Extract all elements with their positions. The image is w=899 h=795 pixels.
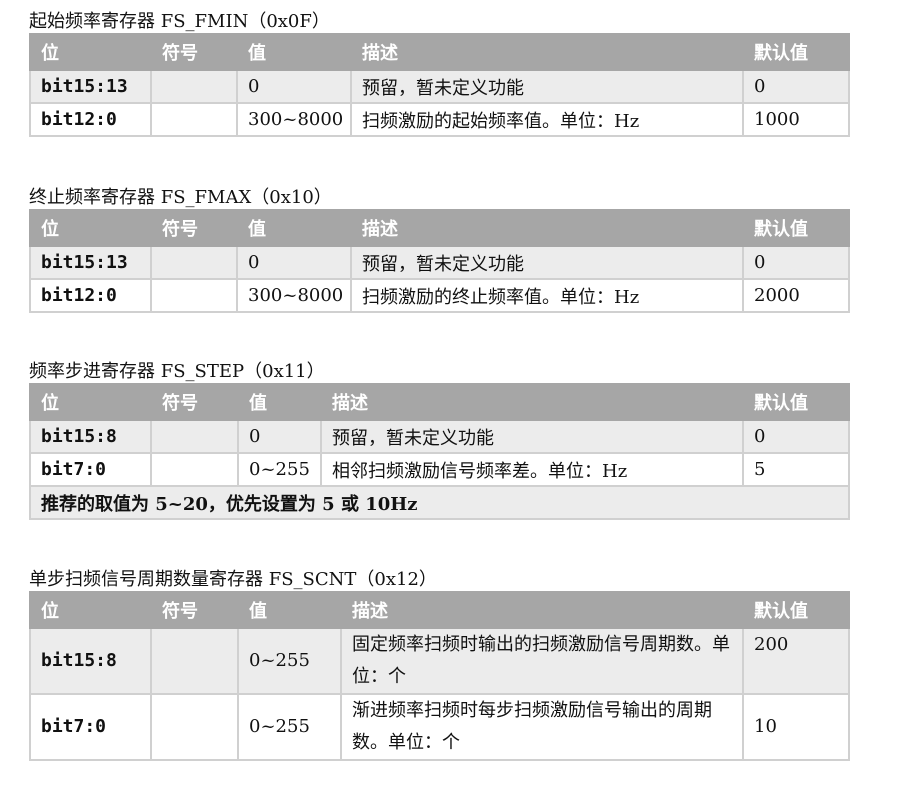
header-symbol: 符号	[150, 591, 239, 629]
cell-value: 0~255	[237, 627, 342, 695]
cell-default: 200	[742, 627, 850, 695]
cell-symbol	[150, 278, 238, 313]
section-fs-scnt: 单步扫频信号周期数量寄存器 FS_SCNT（0x12） 位符号值描述 默认值 bi…	[29, 569, 850, 761]
cell-desc: 扫频激励的终止频率值。单位：Hz	[350, 278, 744, 313]
cell-desc: 扫频激励的起始频率值。单位：Hz	[350, 102, 744, 137]
table-row: bit12:0 300~8000 扫频激励的起始频率值。单位：Hz 1000	[29, 102, 850, 137]
cell-desc: 预留，暂未定义功能	[350, 245, 744, 280]
header-value: 值	[236, 209, 352, 247]
cell-bit: bit15:8	[29, 419, 152, 454]
cell-default: 1000	[742, 102, 850, 137]
cell-bit: bit12:0	[29, 278, 152, 313]
header-desc: 描述	[340, 591, 744, 629]
header-value: 值	[237, 383, 322, 421]
section-title: 终止频率寄存器 FS_FMAX（0x10）	[29, 187, 332, 208]
header-desc: 描述	[320, 383, 744, 421]
cell-value: 300~8000	[236, 102, 352, 137]
header-default: 默认值	[742, 383, 850, 421]
header-symbol: 符号	[150, 383, 239, 421]
cell-value: 0	[236, 69, 352, 104]
section-title: 频率步进寄存器 FS_STEP（0x11）	[29, 361, 325, 382]
cell-bit: bit7:0	[29, 452, 152, 487]
register-table: 位符号值描述 默认值 bit15:8 0 预留，暂未定义功能 0 bit7:0 0~255…	[29, 383, 850, 520]
cell-bit: bit7:0	[29, 693, 152, 761]
note-row: 推荐的取值为 5~20，优先设置为 5 或 10Hz	[29, 485, 850, 520]
cell-symbol	[150, 245, 238, 280]
cell-default: 0	[742, 419, 850, 454]
section-title: 起始频率寄存器 FS_FMIN（0x0F）	[29, 11, 330, 32]
cell-desc: 预留，暂未定义功能	[320, 419, 744, 454]
header-default: 默认值	[742, 591, 850, 629]
header-desc: 描述	[350, 209, 744, 247]
cell-default: 5	[742, 452, 850, 487]
cell-bit: bit15:13	[29, 69, 152, 104]
cell-symbol	[150, 627, 239, 695]
header-row: 位符号值描述 默认值	[29, 209, 850, 247]
register-table: 位符号值描述 默认值 bit15:13 0 预留，暂未定义功能 0 bit12:0 300…	[29, 209, 850, 313]
cell-default: 0	[742, 245, 850, 280]
header-default: 默认值	[742, 33, 850, 71]
header-symbol: 符号	[150, 209, 238, 247]
header-bit: 位	[29, 209, 152, 247]
cell-desc: 固定频率扫频时输出的扫频激励信号周期数。单位：个	[340, 627, 744, 695]
cell-symbol	[150, 102, 238, 137]
table-row: bit15:13 0 预留，暂未定义功能 0	[29, 69, 850, 104]
cell-desc: 预留，暂未定义功能	[350, 69, 744, 104]
header-value: 值	[236, 33, 352, 71]
cell-bit: bit12:0	[29, 102, 152, 137]
header-symbol: 符号	[150, 33, 238, 71]
note-text: 推荐的取值为 5~20，优先设置为 5 或 10Hz	[29, 485, 850, 520]
cell-default: 10	[742, 693, 850, 761]
cell-default: 2000	[742, 278, 850, 313]
cell-bit: bit15:13	[29, 245, 152, 280]
cell-value: 0	[236, 245, 352, 280]
header-bit: 位	[29, 383, 152, 421]
header-row: 位符号值描述 默认值	[29, 33, 850, 71]
header-value: 值	[237, 591, 342, 629]
table-row: bit12:0 300~8000 扫频激励的终止频率值。单位：Hz 2000	[29, 278, 850, 313]
table-row: bit7:0 0~255 渐进频率扫频时每步扫频激励信号输出的周期数。单位：个 10	[29, 693, 850, 761]
section-fs-step: 频率步进寄存器 FS_STEP（0x11） 位符号值描述 默认值 bit15:8 0…	[29, 361, 850, 520]
header-default: 默认值	[742, 209, 850, 247]
cell-symbol	[150, 693, 239, 761]
header-bit: 位	[29, 591, 152, 629]
header-desc: 描述	[350, 33, 744, 71]
register-table: 位符号值描述 默认值 bit15:13 0 预留，暂未定义功能 0 bit12:0 300…	[29, 33, 850, 137]
cell-value: 0	[237, 419, 322, 454]
cell-desc: 相邻扫频激励信号频率差。单位：Hz	[320, 452, 744, 487]
table-row: bit15:8 0 预留，暂未定义功能 0	[29, 419, 850, 454]
cell-value: 0~255	[237, 693, 342, 761]
table-row: bit15:8 0~255 固定频率扫频时输出的扫频激励信号周期数。单位：个 200	[29, 627, 850, 695]
cell-default: 0	[742, 69, 850, 104]
header-row: 位符号值描述 默认值	[29, 591, 850, 629]
cell-value: 300~8000	[236, 278, 352, 313]
register-table: 位符号值描述 默认值 bit15:8 0~255 固定频率扫频时输出的扫频激励信号周期…	[29, 591, 850, 761]
cell-symbol	[150, 452, 239, 487]
table-row: bit7:0 0~255 相邻扫频激励信号频率差。单位：Hz 5	[29, 452, 850, 487]
header-row: 位符号值描述 默认值	[29, 383, 850, 421]
section-fs-fmax: 终止频率寄存器 FS_FMAX（0x10） 位符号值描述 默认值 bit15:13…	[29, 187, 850, 313]
cell-desc: 渐进频率扫频时每步扫频激励信号输出的周期数。单位：个	[340, 693, 744, 761]
cell-bit: bit15:8	[29, 627, 152, 695]
table-row: bit15:13 0 预留，暂未定义功能 0	[29, 245, 850, 280]
header-bit: 位	[29, 33, 152, 71]
section-title: 单步扫频信号周期数量寄存器 FS_SCNT（0x12）	[29, 569, 437, 590]
cell-symbol	[150, 419, 239, 454]
section-fs-fmin: 起始频率寄存器 FS_FMIN（0x0F） 位符号值描述 默认值 bit15:13…	[29, 11, 850, 137]
cell-symbol	[150, 69, 238, 104]
cell-value: 0~255	[237, 452, 322, 487]
